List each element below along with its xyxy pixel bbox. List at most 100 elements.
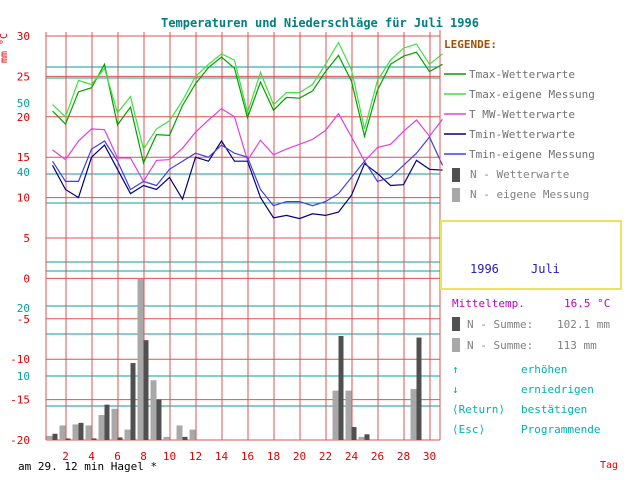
- precip-bar-wetterwarte: [91, 438, 97, 440]
- mittel-label: Mitteltemp.: [452, 297, 525, 310]
- temp-lines: [51, 41, 444, 220]
- series-line-tmax-wetterwarte: [52, 51, 443, 165]
- series-line-tmin-eigene-messung: [51, 135, 444, 207]
- y-tick-temp: 10: [17, 192, 30, 205]
- x-tick-label: 16: [241, 450, 254, 463]
- precip-bar-wetterwarte: [351, 427, 357, 440]
- y-tick-precip: 10: [17, 370, 30, 383]
- period-month[interactable]: Juli: [531, 262, 560, 276]
- key-name: ⟨Esc⟩: [452, 423, 485, 436]
- precip-bar-eigene: [176, 425, 183, 440]
- key-action: bestätigen: [521, 403, 587, 416]
- y-tick-temp: 15: [17, 151, 30, 164]
- period-selector[interactable]: [440, 220, 622, 290]
- y-tick-temp: -5: [17, 313, 30, 326]
- x-tick-label: 22: [319, 450, 332, 463]
- key-help: ↑ erhöhen ↓ erniedrigen ⟨Return⟩ bestätigen ⟨E…: [452, 363, 600, 436]
- precip-bar-wetterwarte: [65, 438, 71, 440]
- x-tick-label: 30: [423, 450, 436, 463]
- stats-panel: Mitteltemp. 16.5 °C N - Summe: 102.1 mm …: [452, 297, 610, 352]
- precip-bar-wetterwarte: [338, 336, 344, 440]
- legend-panel: LEGENDE: Tmax-Wetterwarte Tmax-eigene Mes…: [439, 30, 595, 440]
- precip-bar-wetterwarte: [143, 340, 149, 440]
- precip-bars: [46, 278, 422, 440]
- precip-bar-eigene: [332, 390, 339, 440]
- legend-label: Tmin-eigene Messung: [469, 148, 595, 161]
- series-line-tmin-wetterwarte: [51, 139, 443, 220]
- precip-bar-eigene: [59, 425, 66, 440]
- precip-bar-wetterwarte: [156, 399, 162, 440]
- precip-bar-eigene: [98, 415, 105, 440]
- precip-bar-wetterwarte: [130, 363, 136, 440]
- legend-label: Tmin-Wetterwarte: [469, 128, 575, 141]
- legend-label: Tmax-eigene Messung: [469, 88, 595, 101]
- y-tick-precip: 20: [17, 302, 30, 315]
- precip-bar-eigene: [410, 389, 417, 440]
- precip-bar-wetterwarte: [117, 437, 123, 440]
- x-tick-label: 2: [62, 450, 69, 463]
- precip-bar-eigene: [189, 429, 196, 440]
- x-tick-label: 18: [267, 450, 280, 463]
- y-tick-precip: 40: [17, 166, 30, 179]
- sum-eig-label: N - Summe:: [467, 339, 533, 352]
- x-tick-label: 28: [397, 450, 410, 463]
- x-tick-label: 10: [163, 450, 176, 463]
- chart-title: Temperaturen und Niederschläge für Juli …: [161, 16, 479, 30]
- precip-bar-wetterwarte: [104, 404, 110, 440]
- precip-bar-wetterwarte: [182, 436, 188, 440]
- key-action: Programmende: [521, 423, 600, 436]
- legend-label: Tmax-Wetterwarte: [469, 68, 575, 81]
- legend-items: Tmax-Wetterwarte Tmax-eigene Messung T MW-…: [444, 68, 595, 202]
- x-tick-label: 24: [345, 450, 359, 463]
- legend-label: N - eigene Messung: [470, 188, 589, 201]
- y-tick-temp: -20: [10, 434, 30, 447]
- key-name: ↓: [452, 383, 459, 396]
- precip-bar-eigene: [46, 435, 53, 440]
- sum-ww-swatch: [452, 317, 460, 331]
- series-line-tmax-eigene-messung: [52, 41, 443, 151]
- x-tick-label: 6: [114, 450, 121, 463]
- precip-bar-eigene: [150, 380, 157, 440]
- precip-bar-wetterwarte: [52, 433, 58, 440]
- mittel-value: 16.5 °C: [564, 297, 610, 310]
- y-tick-temp: 5: [23, 232, 30, 245]
- x-axis-ticks: 2 4 6 8 10 12 14 16 18 20 22 24 26 28 30: [62, 450, 436, 463]
- legend-bar-swatch: [452, 168, 460, 182]
- y-tick-temp: 0: [23, 272, 30, 285]
- legend-title: LEGENDE:: [444, 38, 497, 51]
- sum-ww-value: 102.1 mm: [557, 318, 610, 331]
- precip-bar-wetterwarte: [78, 422, 84, 440]
- y-tick-precip: 50: [17, 97, 30, 110]
- footnote: am 29. 12 min Hagel *: [18, 460, 157, 473]
- x-tick-label: 20: [293, 450, 306, 463]
- legend-label: N - Wetterwarte: [470, 168, 569, 181]
- period-year[interactable]: 1996: [470, 262, 499, 276]
- x-tick-label: 4: [88, 450, 95, 463]
- series-line-t-mw-wetterwarte: [52, 107, 443, 183]
- precip-bar-eigene: [137, 278, 144, 440]
- precip-bar-eigene: [345, 390, 352, 440]
- y-tick-temp: 25: [17, 70, 30, 83]
- precip-bar-eigene: [124, 429, 131, 440]
- key-name: ⟨Return⟩: [452, 403, 505, 416]
- sum-eig-swatch: [452, 338, 460, 352]
- chart-grid: [45, 32, 440, 441]
- legend-label: T MW-Wetterwarte: [469, 108, 575, 121]
- y-tick-temp: -15: [10, 394, 30, 407]
- legend-bar-swatch: [452, 188, 460, 202]
- x-tick-label: 14: [215, 450, 229, 463]
- x-tick-label: 12: [189, 450, 202, 463]
- precip-bar-eigene: [358, 436, 365, 440]
- precip-bar-eigene: [163, 436, 170, 440]
- precip-bar-wetterwarte: [364, 434, 370, 440]
- x-tick-label: 8: [140, 450, 147, 463]
- sum-eig-value: 113 mm: [557, 339, 597, 352]
- y-tick-temp: 20: [17, 111, 30, 124]
- temp-unit-label: °C: [0, 33, 10, 45]
- key-name: ↑: [452, 363, 459, 376]
- precip-bar-eigene: [111, 408, 118, 440]
- sum-ww-label: N - Summe:: [467, 318, 533, 331]
- precip-bar-wetterwarte: [416, 337, 422, 440]
